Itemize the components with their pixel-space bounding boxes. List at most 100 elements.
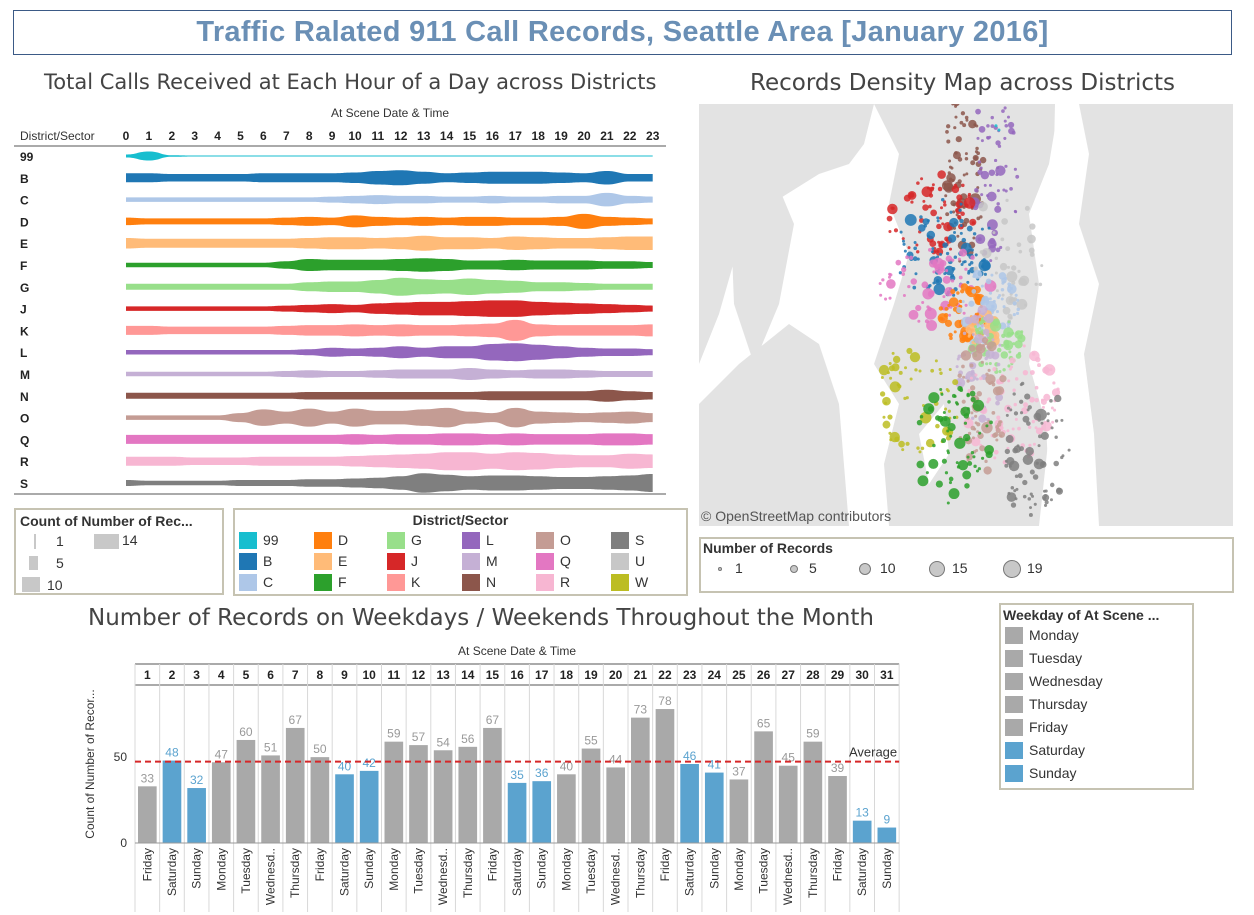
density-map[interactable]: © OpenStreetMap contributors [699,104,1233,526]
map-point-S[interactable] [1028,512,1033,517]
map-point-D[interactable] [943,312,949,318]
map-point-S[interactable] [1026,421,1031,426]
map-point-S[interactable] [1007,491,1011,495]
map-point-W[interactable] [918,450,922,454]
map-point-L[interactable] [999,245,1003,250]
map-point-N[interactable] [963,217,970,224]
daily-bar[interactable] [828,776,847,843]
map-point-L[interactable] [980,170,990,180]
map-point-C[interactable] [1002,305,1006,309]
map-point-W[interactable] [891,351,895,355]
map-point-J[interactable] [920,177,924,181]
map-point-Q[interactable] [934,263,945,274]
map-point-L[interactable] [995,165,1006,176]
map-point-F[interactable] [928,392,940,404]
weekday-swatch-thursday[interactable] [1005,696,1023,713]
map-point-W[interactable] [914,368,918,372]
map-point-L[interactable] [996,189,1000,193]
map-point-S[interactable] [1054,419,1059,423]
map-point-M[interactable] [998,343,1002,347]
map-point-S[interactable] [1014,474,1019,479]
map-point-O[interactable] [995,428,1001,434]
map-point-S[interactable] [1056,487,1062,494]
map-point-N[interactable] [951,104,955,106]
daily-bar[interactable] [877,827,897,843]
map-point-O[interactable] [961,399,966,404]
map-point-S[interactable] [1019,411,1024,415]
map-point-B[interactable] [933,283,946,296]
map-point-O[interactable] [981,337,989,344]
map-point-F[interactable] [957,385,963,392]
map-point-S[interactable] [1046,412,1050,416]
map-point-M[interactable] [957,354,962,359]
map-point-Q[interactable] [962,311,966,315]
map-point-W[interactable] [930,368,935,373]
map-point-N[interactable] [953,126,957,130]
map-point-U[interactable] [1011,265,1017,271]
map-point-F[interactable] [970,396,976,403]
map-point-Q[interactable] [945,255,953,262]
map-point-B[interactable] [980,227,984,231]
map-point-R[interactable] [963,418,974,429]
map-point-F[interactable] [928,458,939,469]
map-point-R[interactable] [992,367,997,372]
map-point-R[interactable] [974,373,978,377]
map-point-S[interactable] [1024,393,1031,400]
map-point-F[interactable] [954,401,959,405]
map-point-B[interactable] [936,216,940,220]
map-point-U[interactable] [992,231,996,235]
map-point-B[interactable] [899,230,903,234]
map-point-R[interactable] [1041,420,1052,432]
map-point-N[interactable] [946,139,951,144]
map-point-J[interactable] [957,215,962,220]
map-point-D[interactable] [960,289,965,294]
map-point-J[interactable] [893,228,899,233]
map-point-L[interactable] [988,169,996,176]
map-point-C[interactable] [1014,293,1018,297]
map-point-R[interactable] [1009,357,1016,364]
map-point-S[interactable] [1042,496,1047,501]
district-swatch-F[interactable] [314,574,332,591]
map-point-O[interactable] [970,425,976,431]
map-point-B[interactable] [978,259,991,272]
map-point-F[interactable] [948,481,952,485]
map-point-S[interactable] [1050,426,1054,430]
map-point-L[interactable] [1003,106,1007,110]
map-point-U[interactable] [978,201,988,212]
map-point-J[interactable] [921,186,933,198]
map-point-W[interactable] [906,347,913,354]
map-point-S[interactable] [1010,486,1015,490]
weekday-swatch-wednesday[interactable] [1005,673,1023,690]
map-point-O[interactable] [998,420,1002,424]
stream-L[interactable] [126,343,653,362]
map-point-J[interactable] [937,186,943,192]
map-point-R[interactable] [1043,393,1051,401]
map-point-G[interactable] [974,327,979,332]
map-point-F[interactable] [946,501,950,505]
map-point-R[interactable] [1017,426,1021,431]
map-point-Q[interactable] [909,255,914,260]
map-point-Q[interactable] [964,267,968,271]
map-point-C[interactable] [980,297,990,306]
map-point-E[interactable] [967,334,971,338]
map-point-G[interactable] [1008,350,1012,354]
map-point-N[interactable] [954,151,958,155]
map-point-U[interactable] [1034,282,1038,286]
map-point-Q[interactable] [889,273,893,277]
map-point-G[interactable] [973,325,978,329]
map-point-D[interactable] [958,299,962,303]
map-point-U[interactable] [1011,280,1016,285]
map-point-S[interactable] [1029,492,1033,496]
map-point-F[interactable] [985,424,989,428]
map-point-S[interactable] [1004,463,1009,468]
map-point-B[interactable] [942,242,948,248]
map-point-F[interactable] [964,483,970,489]
map-point-Q[interactable] [928,259,938,268]
map-point-S[interactable] [1029,469,1035,475]
map-point-W[interactable] [889,376,893,380]
map-point-S[interactable] [1033,412,1042,421]
daily-bar[interactable] [384,741,404,843]
map-point-O[interactable] [985,372,989,376]
weekday-swatch-sunday[interactable] [1005,765,1023,782]
map-point-B[interactable] [945,251,950,256]
